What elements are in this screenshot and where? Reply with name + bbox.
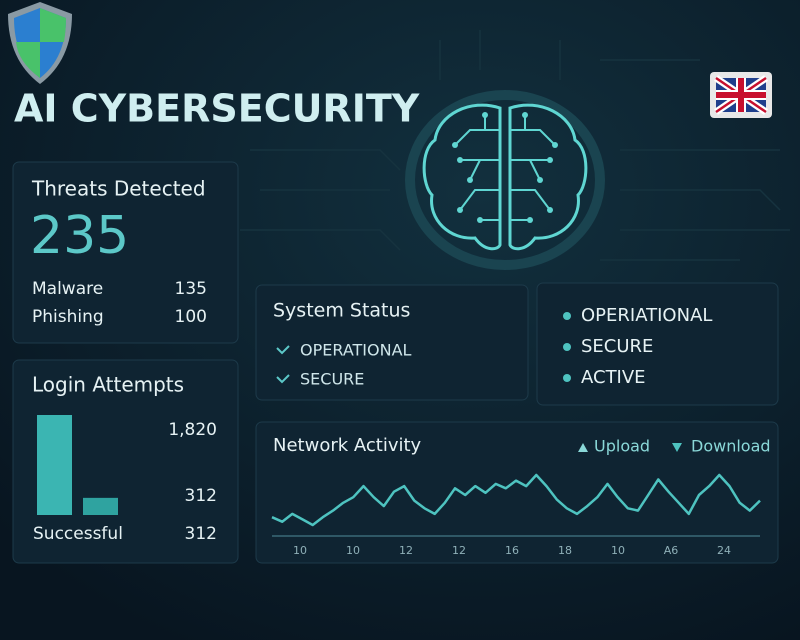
status-title: System Status [273,300,410,322]
status-dot [563,374,571,382]
shield-icon [8,2,72,84]
upload-icon [578,443,588,452]
x-tick-label: A6 [664,544,679,557]
bar-label: 312 [185,486,217,506]
x-tick-label: 10 [293,544,307,557]
threats-total: 235 [30,206,129,266]
x-tick-label: 24 [717,544,731,557]
legend-upload: Upload [594,437,650,456]
x-tick-label: 18 [558,544,572,557]
legend-download: Download [691,437,771,456]
indicator-item: SECURE [581,336,653,357]
indicators-panel [536,282,779,406]
network-panel [255,421,779,564]
network-line [271,473,761,527]
status-dot [563,343,571,351]
threat-label: Phishing [32,307,104,327]
login-footer-value: 312 [185,524,217,544]
login-bar [83,497,118,515]
threat-value: 135 [175,279,207,299]
check-icon [276,374,290,384]
x-tick-label: 10 [611,544,625,557]
brain-illustration [405,90,605,270]
threats-panel [12,161,239,344]
login-bar [37,415,72,515]
x-tick-label: 12 [399,544,413,557]
status-panel [255,284,529,401]
x-tick-label: 10 [346,544,360,557]
app-title: AI CYBERSECURITY [14,87,420,131]
x-tick-label: 12 [452,544,466,557]
login-title: Login Attempts [32,373,184,397]
login-footer-label: Successful [33,524,123,544]
indicator-item: OPERIATIONAL [581,305,712,326]
circuit-lines [240,30,790,261]
bar-label: 1,820 [168,420,217,440]
network-title: Network Activity [273,435,422,456]
check-icon [276,345,290,355]
status-item: OPERATIONAL [300,341,412,360]
threat-value: 100 [175,307,207,327]
language-flag[interactable] [710,72,772,118]
status-dot [563,312,571,320]
status-item: SECURE [300,370,364,389]
download-icon [672,443,682,452]
indicator-item: ACTIVE [581,367,646,388]
threat-label: Malware [32,279,103,299]
threats-title: Threats Detected [31,177,206,201]
x-tick-label: 16 [505,544,519,557]
